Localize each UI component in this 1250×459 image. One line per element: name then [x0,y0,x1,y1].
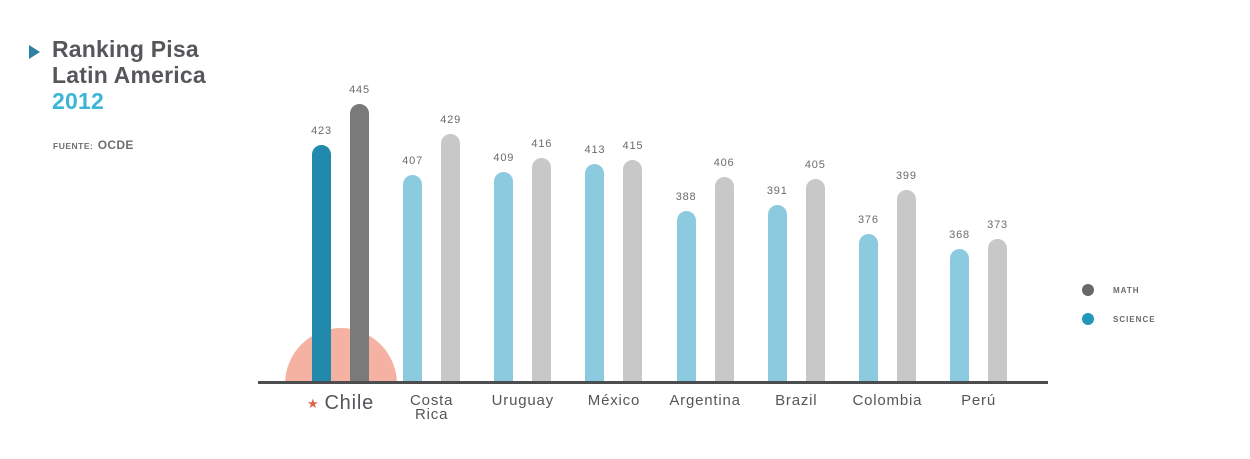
bar-science-colombia [858,233,878,384]
value-label-science-costa-rica: 407 [402,155,424,168]
legend-item-science: SCIENCE [1082,313,1156,325]
value-label-math-uruguay: 416 [531,138,553,151]
legend-math-label: MATH [1113,285,1140,295]
bar-math-brazil [805,179,825,384]
value-label-science-brazil: 391 [766,185,788,198]
x-label-costa-rica: Costa Rica [410,392,454,423]
value-label-math-mexico: 415 [622,140,644,153]
source-note: FUENTE: OCDE [53,136,134,154]
value-label-science-mexico: 413 [584,144,606,157]
x-label-uruguay: Uruguay [491,392,554,409]
bar-math-costa-rica [441,133,461,384]
value-label-science-peru: 368 [949,228,970,241]
x-axis-line [258,381,1048,384]
bar-science-brazil [767,205,787,384]
chile-highlight-halo [284,328,397,384]
legend-item-math: MATH [1082,284,1156,296]
legend-math-dot-icon [1082,284,1094,296]
value-label-science-chile: 423 [311,125,332,138]
bar-math-uruguay [532,158,552,384]
value-label-math-costa-rica: 429 [440,113,462,126]
x-label-peru: Perú [961,392,996,409]
bar-science-chile [312,145,331,384]
x-label-text: Chile [324,392,375,414]
x-label-chile: ★ Chile [286,392,396,415]
bar-science-mexico [585,164,605,384]
title-year: 2012 [52,88,104,114]
value-label-science-colombia: 376 [858,213,879,226]
value-label-math-peru: 373 [987,219,1008,232]
value-label-science-argentina: 388 [675,191,697,204]
legend-science-dot-icon [1082,313,1094,325]
bar-math-colombia [896,190,916,384]
bullet-triangle-icon [29,45,40,59]
legend-science-label: SCIENCE [1113,314,1156,324]
bar-science-peru [950,248,970,384]
bar-math-chile [350,103,369,384]
chart-header: Ranking Pisa Latin America 2012 [52,36,206,114]
title-line-1: Ranking Pisa [52,36,199,62]
x-label-brazil: Brazil [775,392,818,409]
bar-science-costa-rica [403,175,423,384]
source-value: OCDE [97,138,134,152]
x-label-argentina: Argentina [669,392,741,409]
bar-science-uruguay [494,171,514,384]
chile-star-icon: ★ [306,396,320,411]
value-label-math-colombia: 399 [896,170,917,183]
value-label-science-uruguay: 409 [493,151,515,164]
x-label-colombia: Colombia [852,392,923,409]
value-label-math-brazil: 405 [804,159,826,172]
bar-math-argentina [714,177,734,384]
x-label-mexico: México [587,392,641,409]
bar-science-argentina [676,211,696,384]
bar-math-peru [988,239,1008,384]
value-label-math-argentina: 406 [713,157,735,170]
value-label-math-chile: 445 [349,83,370,96]
bar-math-mexico [623,160,643,384]
title-line-2: Latin America [52,62,206,88]
source-label: FUENTE: [53,141,94,151]
chart-legend: MATH SCIENCE [1082,284,1156,342]
